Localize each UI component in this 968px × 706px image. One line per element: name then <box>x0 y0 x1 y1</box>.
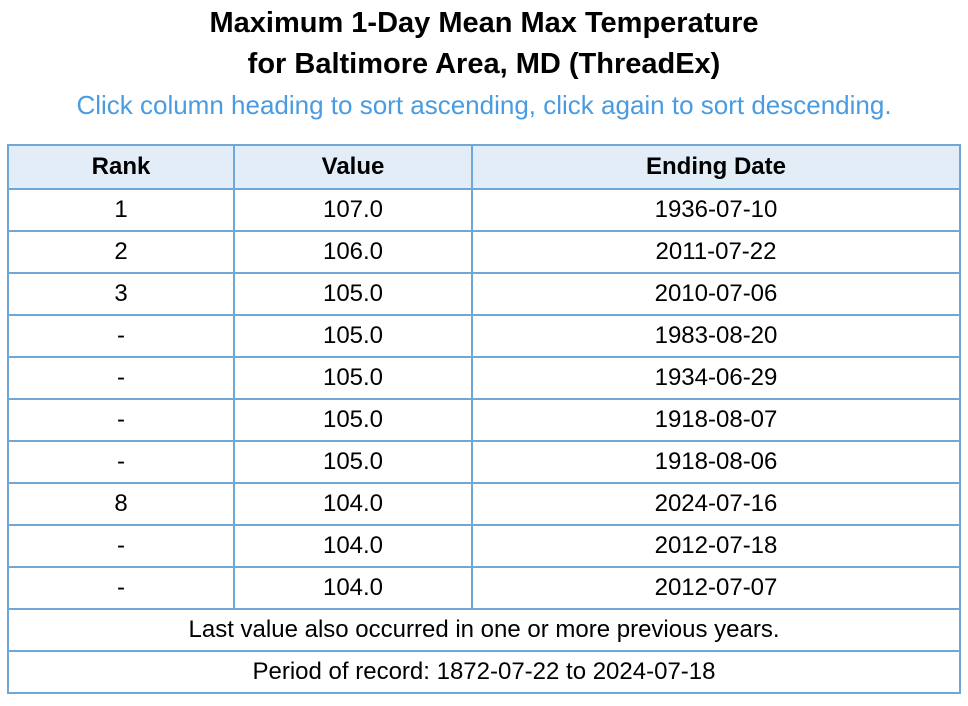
table-row: 3 105.0 2010-07-06 <box>7 272 961 316</box>
ending-date-cell: 1983-08-20 <box>471 314 961 358</box>
value-column-header[interactable]: Value <box>233 144 473 190</box>
table-row: - 104.0 2012-07-07 <box>7 566 961 610</box>
records-table: Rank Value Ending Date 1 107.0 1936-07-1… <box>7 144 961 694</box>
rank-cell: - <box>7 314 235 358</box>
ending-date-cell: 2024-07-16 <box>471 482 961 526</box>
ending-date-cell: 2012-07-07 <box>471 566 961 610</box>
value-cell: 107.0 <box>233 188 473 232</box>
rank-cell: - <box>7 440 235 484</box>
table-row: - 105.0 1918-08-06 <box>7 440 961 484</box>
ending-date-cell: 1918-08-07 <box>471 398 961 442</box>
ending-date-column-header[interactable]: Ending Date <box>471 144 961 190</box>
rank-cell: 2 <box>7 230 235 274</box>
ending-date-cell: 1934-06-29 <box>471 356 961 400</box>
table-row: 2 106.0 2011-07-22 <box>7 230 961 274</box>
ending-date-cell: 1936-07-10 <box>471 188 961 232</box>
rank-cell: - <box>7 398 235 442</box>
table-row: - 105.0 1983-08-20 <box>7 314 961 358</box>
rank-cell: 8 <box>7 482 235 526</box>
rank-cell: 3 <box>7 272 235 316</box>
table-header-row: Rank Value Ending Date <box>7 144 961 190</box>
table-row: 1 107.0 1936-07-10 <box>7 188 961 232</box>
ending-date-cell: 2011-07-22 <box>471 230 961 274</box>
rank-column-header[interactable]: Rank <box>7 144 235 190</box>
ending-date-cell: 1918-08-06 <box>471 440 961 484</box>
value-cell: 105.0 <box>233 440 473 484</box>
table-row: - 105.0 1918-08-07 <box>7 398 961 442</box>
ending-date-cell: 2012-07-18 <box>471 524 961 568</box>
rank-cell: 1 <box>7 188 235 232</box>
period-of-record-row: Period of record: 1872-07-22 to 2024-07-… <box>7 650 961 694</box>
period-of-record-cell: Period of record: 1872-07-22 to 2024-07-… <box>7 650 961 694</box>
value-cell: 105.0 <box>233 272 473 316</box>
table-row: 8 104.0 2024-07-16 <box>7 482 961 526</box>
value-cell: 105.0 <box>233 398 473 442</box>
rank-cell: - <box>7 524 235 568</box>
value-cell: 104.0 <box>233 524 473 568</box>
table-row: - 105.0 1934-06-29 <box>7 356 961 400</box>
table-row: - 104.0 2012-07-18 <box>7 524 961 568</box>
value-cell: 106.0 <box>233 230 473 274</box>
value-cell: 104.0 <box>233 566 473 610</box>
page-title-line-1: Maximum 1-Day Mean Max Temperature <box>209 7 759 39</box>
rank-cell: - <box>7 566 235 610</box>
ending-date-cell: 2010-07-06 <box>471 272 961 316</box>
footnote-row: Last value also occurred in one or more … <box>7 608 961 652</box>
value-cell: 104.0 <box>233 482 473 526</box>
value-cell: 105.0 <box>233 356 473 400</box>
sort-instructions: Click column heading to sort ascending, … <box>76 90 892 120</box>
value-cell: 105.0 <box>233 314 473 358</box>
rank-cell: - <box>7 356 235 400</box>
footnote-cell: Last value also occurred in one or more … <box>7 608 961 652</box>
page-title-line-2: for Baltimore Area, MD (ThreadEx) <box>247 48 721 80</box>
